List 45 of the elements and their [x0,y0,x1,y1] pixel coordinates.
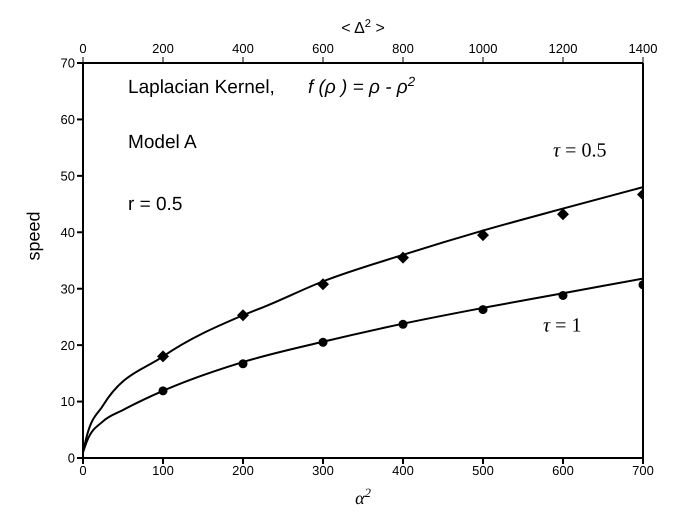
y-tick-label: 20 [60,338,75,353]
text: τ = 0.5 [553,139,606,162]
x2-tick-label: 800 [392,41,414,56]
x2-tick-label: 1000 [468,41,498,56]
annotation: Laplacian Kernel, [128,77,275,98]
point [237,309,249,322]
point [318,338,328,347]
y-tick-label: 0 [68,450,75,466]
x2-tick-label: 200 [152,41,174,56]
point [238,359,248,368]
point [398,320,408,329]
point [397,252,409,264]
point [157,350,169,362]
point [158,386,168,396]
point [317,278,329,290]
annotation: r = 0.5 [128,194,182,215]
x2-tick-label: 1200 [548,41,578,56]
y-tick-label: 30 [60,281,75,296]
y-tick-label: 60 [60,112,75,128]
series-label: τ = 1 [543,314,582,336]
point [558,290,568,300]
point [557,208,569,220]
y-tick-label: 40 [60,224,75,240]
x2-tick-label: 0 [79,41,87,56]
y-tick-label: 70 [60,56,75,71]
annotation: f (ρ ) = ρ - ρ$^{2}$ [308,74,416,98]
x2-tick-label: 1400 [628,41,658,56]
y-axis-title: speed [23,211,44,260]
x-tick-label: 400 [392,463,414,478]
x2-axis-title: < Δ$^{2}$ > [341,18,385,37]
x-tick-label: 0 [79,463,87,478]
x-tick-label: 300 [312,463,334,478]
x-tick-label: 500 [472,463,494,478]
x-tick-label: 700 [632,463,654,478]
x2-tick-label: 600 [312,41,334,56]
x-tick-label: 200 [232,463,254,478]
point [477,229,489,242]
y-tick-label: 10 [60,394,75,410]
y-tick-label: 50 [60,168,75,184]
x-axis-title: α$^{2}$ [355,486,372,508]
point [478,305,488,314]
x2-tick-label: 400 [232,41,254,56]
annotation: Model A [128,132,197,153]
x-tick-label: 600 [552,463,574,478]
x-tick-label: 100 [152,463,174,478]
